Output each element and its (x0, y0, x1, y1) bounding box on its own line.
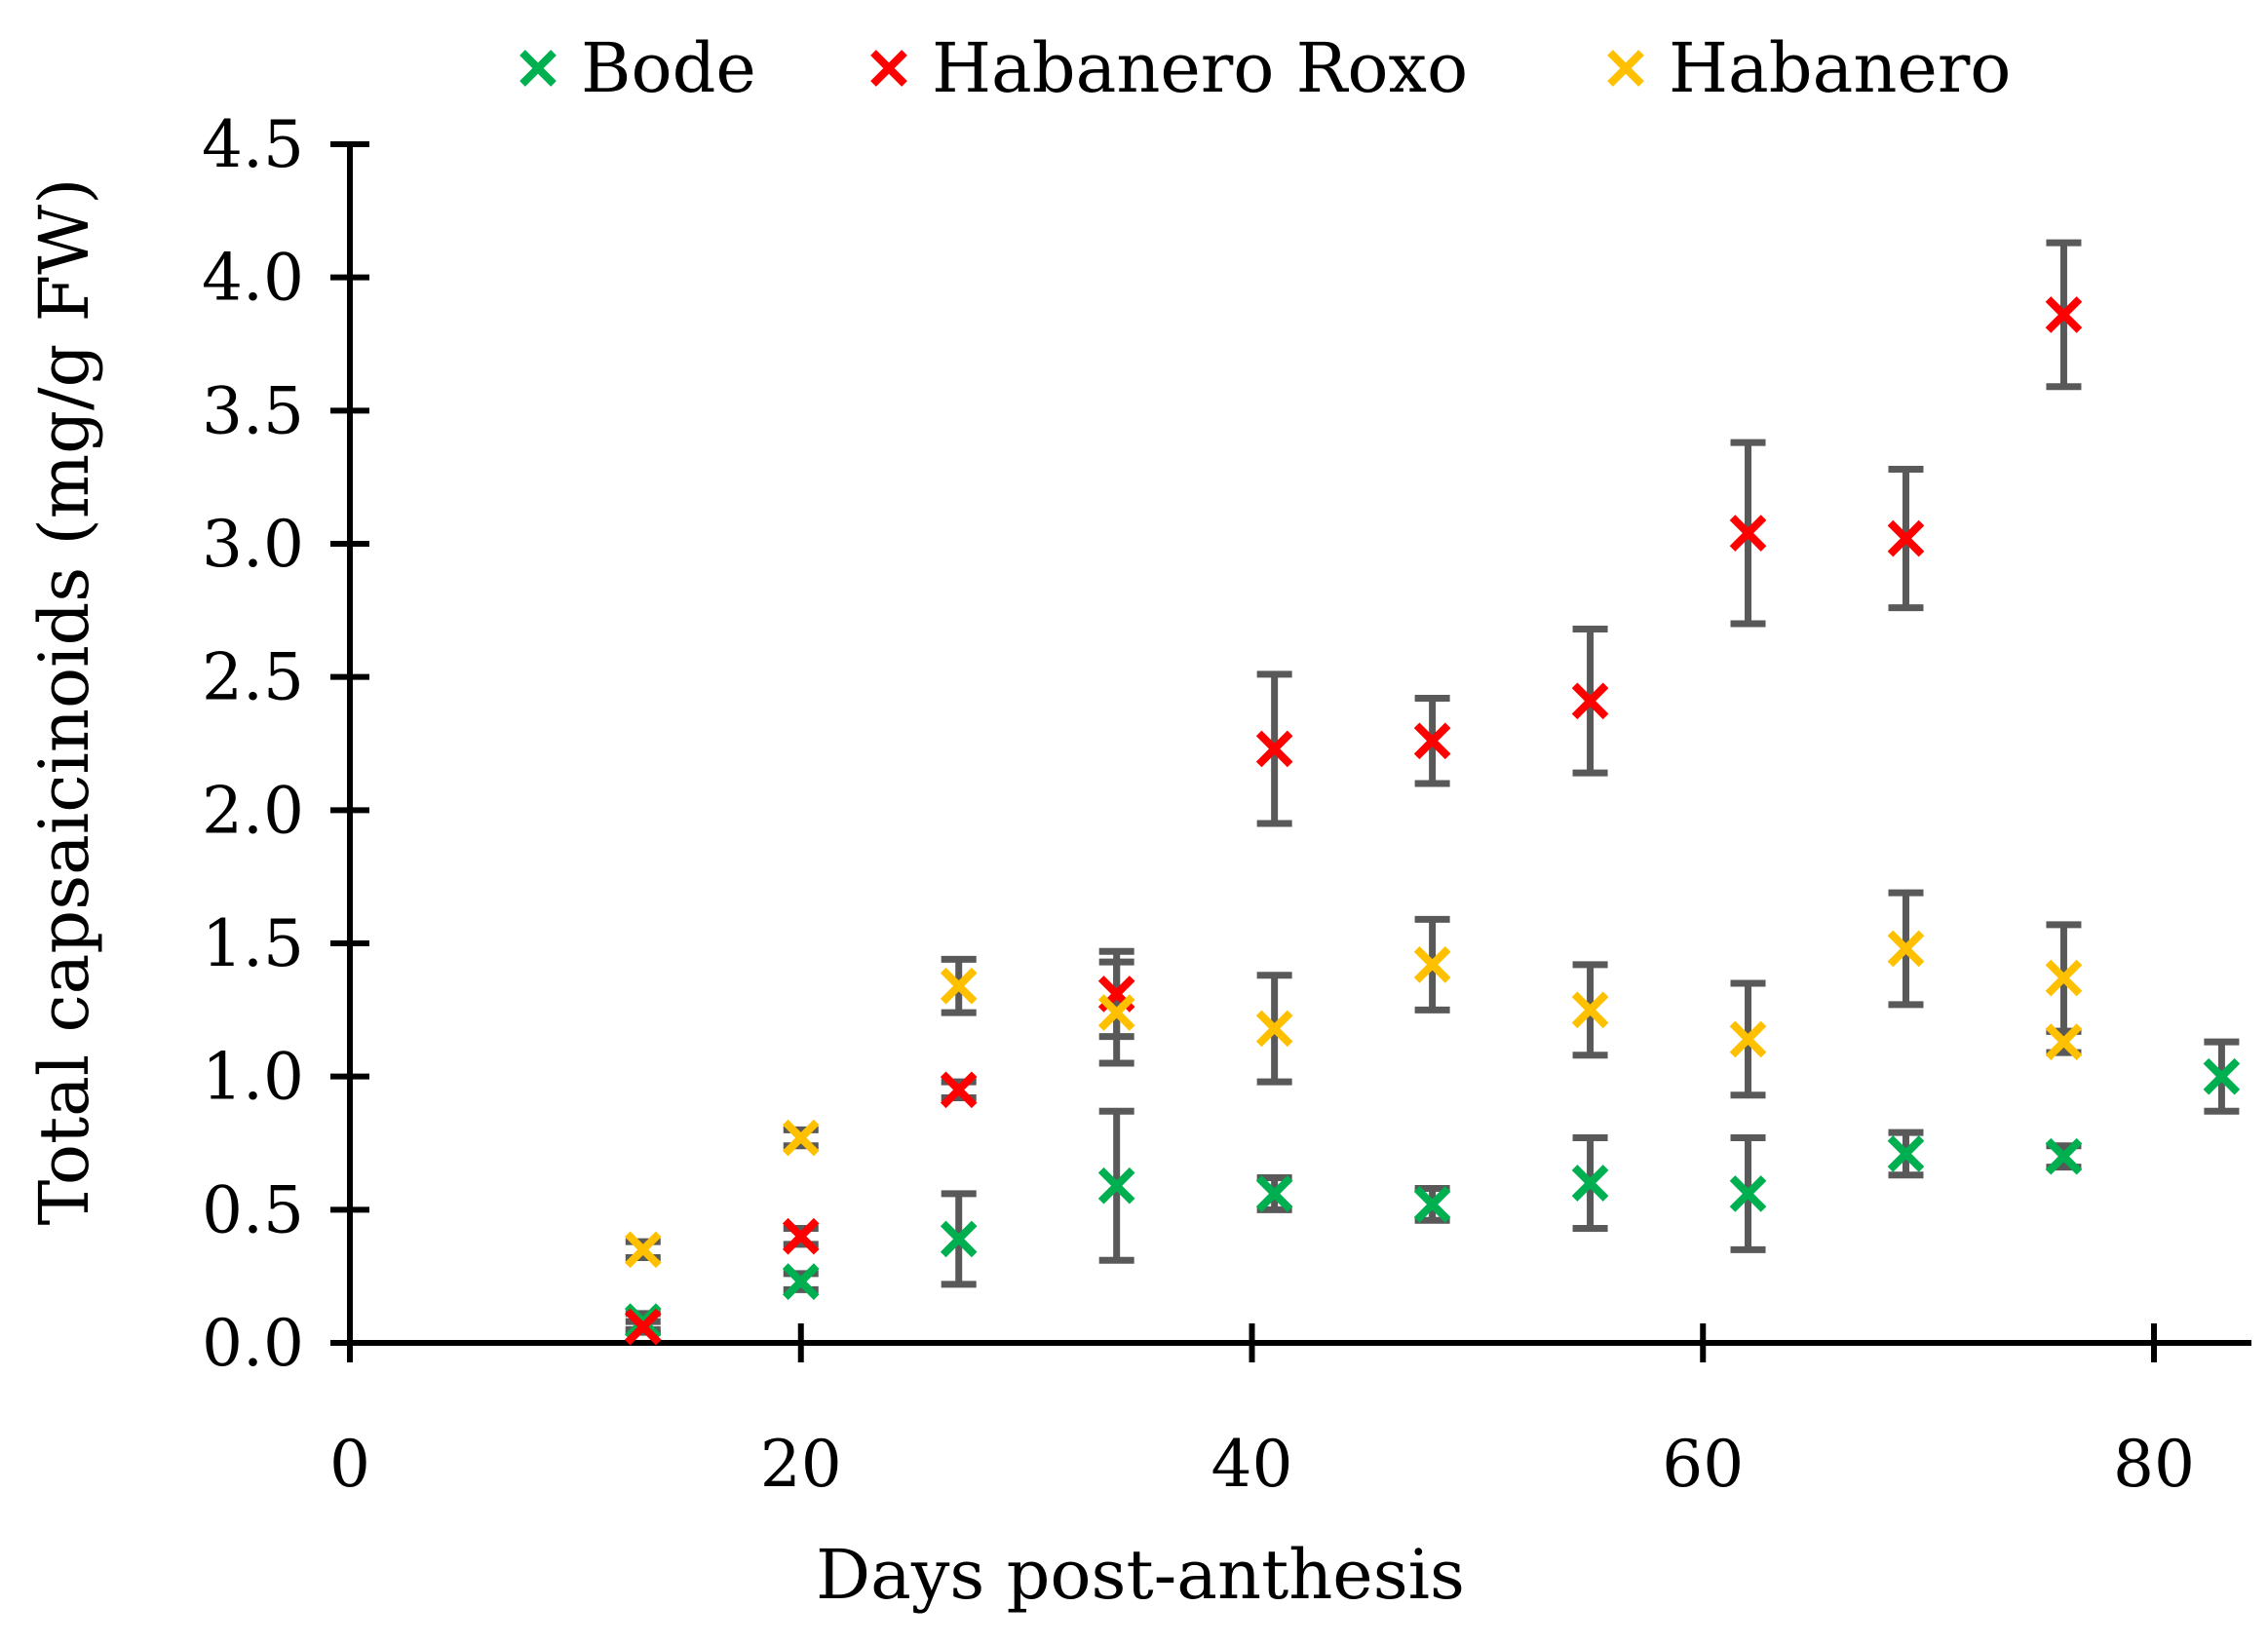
y-tick-label: 3.5 (202, 373, 304, 448)
x-tick-label: 40 (1211, 1427, 1293, 1502)
axis-ticks: 0.0 0.5 1.0 1.5 2.0 2.5 3.0 3.5 4.0 4.5 0 20 40 60 80 (202, 107, 2195, 1502)
habanero-roxo-point (782, 1217, 820, 1255)
bode-point (1413, 1186, 1451, 1223)
bode-point (1729, 1175, 1767, 1212)
legend-marker-bode (519, 50, 557, 87)
habanero-point (1255, 1010, 1293, 1048)
legend-marker-habanero-roxo (870, 50, 907, 87)
habanero-point (1097, 994, 1135, 1031)
y-tick-label: 1.0 (202, 1040, 304, 1115)
habanero-point (624, 1231, 662, 1269)
habanero-roxo-point (1729, 515, 1767, 552)
habanero-point (1887, 930, 1925, 968)
y-tick-label: 1.5 (202, 906, 304, 981)
bode-point (1571, 1165, 1609, 1202)
x-tick-label: 0 (329, 1427, 370, 1502)
habanero-point (2045, 959, 2083, 997)
y-tick-label: 0.5 (202, 1172, 304, 1247)
habanero-roxo-point (1255, 730, 1293, 768)
axes (347, 144, 2251, 1346)
habanero-point (1571, 991, 1609, 1029)
y-tick-label: 4.5 (202, 107, 304, 182)
bode-point (1255, 1175, 1293, 1212)
legend: Bode Habanero Roxo Habanero (519, 28, 2011, 108)
habanero-roxo-point (1413, 722, 1451, 760)
habanero-point (1729, 1020, 1767, 1058)
data-markers (624, 296, 2241, 1346)
x-tick-label: 60 (1662, 1427, 1744, 1502)
legend-label-habanero: Habanero (1669, 28, 2011, 108)
bode-point (782, 1263, 820, 1300)
error-bars (625, 239, 2240, 1336)
y-tick-label: 2.0 (202, 773, 304, 848)
legend-label-bode: Bode (581, 28, 756, 108)
habanero-point (940, 967, 978, 1005)
bode-point (940, 1220, 978, 1258)
legend-label-habanero-roxo: Habanero Roxo (932, 28, 1468, 108)
y-tick-label: 2.5 (202, 640, 304, 715)
bode-point (1887, 1135, 1925, 1172)
bode-point (2203, 1057, 2241, 1095)
habanero-roxo-point (624, 1308, 662, 1346)
habanero-roxo-point (1571, 682, 1609, 720)
y-tick-label: 3.0 (202, 507, 304, 582)
bode-point (1097, 1167, 1135, 1205)
y-tick-label: 4.0 (202, 241, 304, 316)
bode-point (2045, 1137, 2083, 1175)
legend-item-habanero-roxo: Habanero Roxo (870, 28, 1468, 108)
legend-item-habanero: Habanero (1607, 28, 2011, 108)
habanero-roxo-point (2045, 296, 2083, 333)
legend-marker-habanero (1607, 50, 1644, 87)
habanero-point (1413, 946, 1451, 983)
x-tick-label: 20 (760, 1427, 842, 1502)
habanero-point (2045, 1023, 2083, 1060)
x-tick-label: 80 (2113, 1427, 2195, 1502)
habanero-roxo-point (1887, 519, 1925, 557)
habanero-point (782, 1119, 820, 1157)
habanero-roxo-point (940, 1071, 978, 1109)
legend-item-bode: Bode (519, 28, 756, 108)
y-axis-title: Total capsaicinoids (mg/g FW) (24, 178, 104, 1226)
y-tick-label: 0.0 (202, 1306, 304, 1381)
x-axis-title: Days post-anthesis (816, 1535, 1465, 1615)
